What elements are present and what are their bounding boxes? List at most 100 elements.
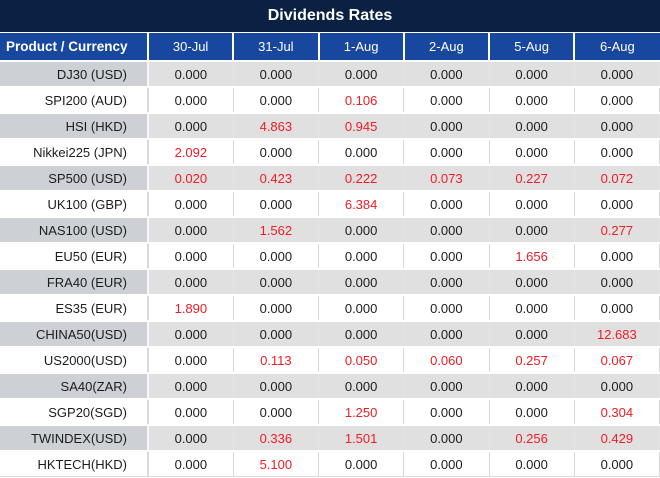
value-cell: 0.000 — [403, 61, 490, 88]
date-header: 6-Aug — [573, 33, 660, 62]
product-cell: SPI200 (AUD) — [0, 87, 149, 114]
value-cell: 1.562 — [233, 217, 320, 244]
table-row: TWINDEX(USD) 0.000 0.336 1.501 0.000 0.256 0.4… — [0, 425, 660, 452]
value-cell: 0.000 — [233, 399, 320, 426]
value-cell: 5.100 — [233, 451, 320, 477]
value-cell: 0.000 — [318, 61, 405, 88]
value-cell: 1.250 — [318, 399, 405, 426]
value-cell: 0.000 — [403, 295, 490, 322]
date-header: 1-Aug — [317, 33, 404, 62]
value-cell: 0.000 — [574, 451, 660, 477]
value-cell: 1.890 — [148, 295, 234, 322]
value-cell: 1.501 — [318, 425, 405, 452]
value-cell: 0.000 — [489, 321, 575, 348]
product-cell: ES35 (EUR) — [0, 295, 149, 322]
value-cell: 0.000 — [574, 295, 660, 322]
value-cell: 0.000 — [233, 321, 320, 348]
product-cell: SA40(ZAR) — [0, 373, 149, 400]
value-cell: 0.000 — [489, 399, 575, 426]
value-cell: 0.000 — [148, 373, 234, 400]
value-cell: 0.020 — [148, 165, 234, 192]
value-cell: 0.000 — [148, 347, 234, 374]
value-cell: 0.336 — [233, 425, 320, 452]
table-row: HSI (HKD) 0.000 4.863 0.945 0.000 0.000 0.000 — [0, 113, 660, 140]
value-cell: 0.000 — [318, 451, 405, 477]
value-cell: 0.106 — [318, 87, 405, 114]
table-row: SA40(ZAR) 0.000 0.000 0.000 0.000 0.000 0.000 — [0, 373, 660, 400]
value-cell: 0.945 — [318, 113, 405, 140]
value-cell: 0.000 — [574, 61, 660, 88]
table-row: SP500 (USD) 0.020 0.423 0.222 0.073 0.227 0.07… — [0, 165, 660, 192]
table-row: ES35 (EUR) 1.890 0.000 0.000 0.000 0.000 0.000 — [0, 295, 660, 322]
value-cell: 0.000 — [574, 139, 660, 166]
value-cell: 0.000 — [148, 87, 234, 114]
table-row: CHINA50(USD) 0.000 0.000 0.000 0.000 0.000 12.… — [0, 321, 660, 348]
value-cell: 0.000 — [148, 217, 234, 244]
value-cell: 0.000 — [489, 269, 575, 296]
value-cell: 0.060 — [403, 347, 490, 374]
date-header: 2-Aug — [402, 33, 489, 62]
value-cell: 0.000 — [489, 373, 575, 400]
dividends-rates-table: Product / Currency 30-Jul 31-Jul 1-Aug 2-Au… — [0, 33, 660, 477]
value-cell: 0.000 — [403, 139, 490, 166]
value-cell: 0.050 — [318, 347, 405, 374]
product-cell: NAS100 (USD) — [0, 217, 149, 244]
product-cell: FRA40 (EUR) — [0, 269, 149, 296]
value-cell: 0.000 — [403, 243, 490, 270]
value-cell: 0.000 — [148, 113, 234, 140]
table-row: HKTECH(HKD) 0.000 5.100 0.000 0.000 0.000 0.00… — [0, 451, 660, 477]
value-cell: 0.000 — [318, 373, 405, 400]
value-cell: 0.000 — [233, 243, 320, 270]
value-cell: 0.000 — [318, 139, 405, 166]
value-cell: 0.000 — [489, 113, 575, 140]
value-cell: 0.000 — [403, 425, 490, 452]
product-currency-header: Product / Currency — [0, 33, 148, 62]
value-cell: 0.000 — [403, 269, 490, 296]
value-cell: 0.304 — [574, 399, 660, 426]
page-title: Dividends Rates — [267, 7, 393, 24]
value-cell: 0.222 — [318, 165, 405, 192]
value-cell: 0.256 — [489, 425, 575, 452]
header-row: Product / Currency 30-Jul 31-Jul 1-Aug 2-Au… — [0, 33, 660, 62]
value-cell: 0.000 — [574, 373, 660, 400]
table-row: US2000(USD) 0.000 0.113 0.050 0.060 0.257 0.06… — [0, 347, 660, 374]
value-cell: 0.067 — [574, 347, 660, 374]
product-cell: EU50 (EUR) — [0, 243, 149, 270]
value-cell: 0.000 — [148, 425, 234, 452]
value-cell: 0.000 — [403, 373, 490, 400]
value-cell: 0.000 — [403, 87, 490, 114]
value-cell: 0.000 — [489, 217, 575, 244]
value-cell: 2.092 — [148, 139, 234, 166]
value-cell: 0.000 — [148, 191, 234, 218]
value-cell: 12.683 — [574, 321, 660, 348]
value-cell: 0.000 — [233, 191, 320, 218]
value-cell: 0.000 — [574, 191, 660, 218]
table-row: EU50 (EUR) 0.000 0.000 0.000 0.000 1.656 0.000 — [0, 243, 660, 270]
date-header: 5-Aug — [487, 33, 575, 62]
product-cell: UK100 (GBP) — [0, 191, 149, 218]
value-cell: 0.000 — [233, 139, 320, 166]
product-cell: CHINA50(USD) — [0, 321, 149, 348]
value-cell: 0.000 — [574, 113, 660, 140]
value-cell: 0.000 — [148, 243, 234, 270]
value-cell: 0.000 — [403, 191, 490, 218]
value-cell: 0.000 — [489, 451, 575, 477]
value-cell: 0.000 — [403, 321, 490, 348]
value-cell: 0.073 — [403, 165, 490, 192]
table-row: Nikkei225 (JPN) 2.092 0.000 0.000 0.000 0.000… — [0, 139, 660, 166]
value-cell: 0.000 — [233, 87, 320, 114]
product-cell: Nikkei225 (JPN) — [0, 139, 149, 166]
value-cell: 0.257 — [489, 347, 575, 374]
value-cell: 6.384 — [318, 191, 405, 218]
value-cell: 0.423 — [233, 165, 320, 192]
value-cell: 0.000 — [318, 321, 405, 348]
value-cell: 0.000 — [403, 217, 490, 244]
value-cell: 0.000 — [574, 87, 660, 114]
value-cell: 0.000 — [233, 269, 320, 296]
value-cell: 0.000 — [148, 61, 234, 88]
value-cell: 0.000 — [318, 295, 405, 322]
product-cell: HKTECH(HKD) — [0, 451, 149, 477]
product-cell: HSI (HKD) — [0, 113, 149, 140]
value-cell: 0.000 — [489, 295, 575, 322]
product-cell: SGP20(SGD) — [0, 399, 149, 426]
